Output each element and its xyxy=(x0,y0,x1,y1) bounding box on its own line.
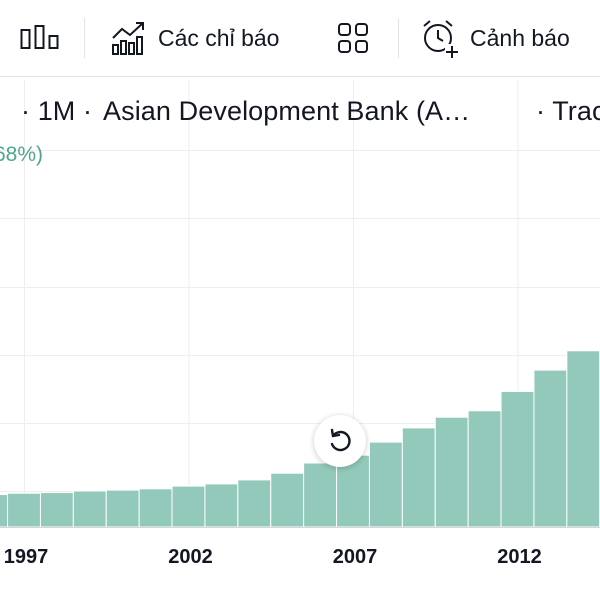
bar-2006 xyxy=(303,462,338,528)
chart-style-button[interactable] xyxy=(20,0,60,76)
bars-icon xyxy=(20,25,59,49)
grid-icon xyxy=(338,23,368,53)
toolbar-divider xyxy=(398,18,399,58)
x-axis-ticks: 1997 2002 2007 2012 xyxy=(4,546,542,568)
bar-2002 xyxy=(171,485,206,528)
alerts-label: Cảnh báo xyxy=(470,24,570,51)
bar-2010 xyxy=(434,416,469,528)
x-tick-label-2012: 2012 xyxy=(497,546,542,568)
layout-button[interactable] xyxy=(337,0,369,76)
bar-2012 xyxy=(500,390,535,528)
x-tick-label-2007: 2007 xyxy=(333,546,378,568)
legend-interval: · 1M · xyxy=(21,96,93,126)
bar-1996 xyxy=(0,494,9,528)
indicators-button[interactable]: Các chỉ báo xyxy=(110,0,279,76)
reset-chart-button[interactable] xyxy=(314,415,366,467)
bar-1997 xyxy=(7,492,41,528)
x-tick-label-1997: 1997 xyxy=(4,546,49,568)
bar-2005 xyxy=(270,472,305,528)
bar-1999 xyxy=(72,490,107,528)
rotate-ccw-icon xyxy=(330,428,351,452)
bar-2004 xyxy=(237,479,272,528)
indicators-label: Các chỉ báo xyxy=(158,24,280,51)
bar-2007 xyxy=(336,454,370,528)
top-toolbar: Các chỉ báo Cảnh báo xyxy=(0,0,600,77)
chart-bars xyxy=(0,326,600,528)
toolbar-divider xyxy=(84,18,85,58)
legend-symbol-name[interactable]: Asian Development Bank (A… xyxy=(103,96,471,126)
indicators-icon xyxy=(112,22,144,55)
bar-2000 xyxy=(105,489,140,528)
alerts-button[interactable]: Cảnh báo xyxy=(420,0,570,76)
bar-2014 xyxy=(566,350,600,528)
bar-2011 xyxy=(467,410,502,528)
bar-2008 xyxy=(368,441,403,528)
legend-change-percent: 68%) xyxy=(0,143,44,166)
bar-2001 xyxy=(138,488,173,528)
legend-exchange: · Trac xyxy=(536,96,600,126)
bar-1998 xyxy=(39,492,74,528)
bar-2009 xyxy=(401,427,436,528)
bar-2013 xyxy=(533,369,568,528)
bar-2003 xyxy=(204,483,239,528)
x-tick-label-2002: 2002 xyxy=(168,546,213,568)
alarm-clock-plus-icon xyxy=(423,20,460,58)
